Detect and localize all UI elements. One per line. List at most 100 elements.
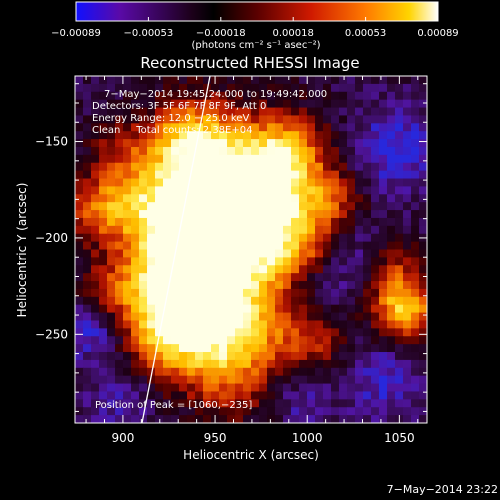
image-pixel	[411, 241, 420, 251]
image-pixel	[235, 407, 244, 416]
image-pixel	[203, 91, 212, 101]
image-pixel	[411, 344, 420, 353]
image-pixel	[227, 273, 236, 282]
image-pixel	[419, 359, 427, 369]
image-pixel	[163, 391, 172, 400]
info-energy-range: Energy Range: 12.0 − 25.0 keV	[92, 113, 249, 124]
image-pixel	[155, 123, 164, 132]
info-clean-counts: Clean Total counts: 2.38E+04	[92, 125, 252, 136]
image-pixel	[323, 320, 332, 329]
image-pixel	[195, 273, 204, 282]
image-pixel	[387, 83, 396, 93]
image-pixel	[419, 107, 427, 117]
image-pixel	[131, 359, 140, 369]
image-pixel	[251, 76, 260, 85]
image-pixel	[347, 415, 356, 423]
image-pixel	[299, 257, 308, 266]
image-pixel	[75, 352, 84, 361]
image-pixel	[211, 162, 220, 172]
image-pixel	[115, 233, 124, 243]
image-pixel	[291, 391, 300, 400]
image-pixel	[379, 162, 388, 172]
image-pixel	[403, 288, 412, 298]
image-pixel	[155, 178, 164, 188]
image-pixel	[171, 139, 180, 148]
image-pixel	[419, 273, 427, 282]
image-pixel	[179, 139, 188, 148]
image-pixel	[379, 170, 388, 180]
image-pixel	[339, 217, 348, 227]
image-pixel	[347, 257, 356, 266]
image-pixel	[139, 202, 148, 211]
image-pixel	[267, 178, 276, 188]
image-pixel	[275, 399, 284, 408]
image-pixel	[251, 296, 260, 306]
image-pixel	[171, 265, 180, 274]
image-pixel	[395, 273, 404, 282]
image-pixel	[147, 115, 156, 124]
image-pixel	[155, 154, 164, 164]
image-pixel	[355, 296, 364, 306]
image-pixel	[107, 107, 116, 117]
image-pixel	[91, 352, 100, 361]
image-pixel	[355, 273, 364, 282]
image-pixel	[259, 170, 268, 180]
image-pixel	[75, 139, 84, 148]
image-pixel	[115, 288, 124, 298]
colorbar: −0.00089 −0.00053 −0.00018 0.00018 0.00053 0.…	[51, 1, 459, 51]
image-pixel	[379, 265, 388, 274]
image-pixel	[275, 281, 284, 290]
image-pixel	[219, 123, 228, 132]
image-pixel	[387, 344, 396, 353]
image-pixel	[355, 83, 364, 93]
image-pixel	[371, 391, 380, 400]
image-pixel	[323, 352, 332, 361]
image-pixel	[107, 170, 116, 180]
image-pixel	[395, 225, 404, 235]
image-pixel	[147, 391, 156, 400]
image-pixel	[355, 367, 364, 377]
image-pixel	[227, 249, 236, 258]
image-pixel	[411, 273, 420, 282]
image-pixel	[91, 225, 100, 235]
image-pixel	[363, 241, 372, 251]
image-pixel	[403, 162, 412, 172]
image-pixel	[251, 265, 260, 274]
image-pixel	[227, 296, 236, 306]
image-pixel	[179, 217, 188, 227]
image-pixel	[75, 304, 84, 314]
image-pixel	[371, 99, 380, 109]
image-pixel	[115, 407, 124, 416]
hxr-image	[75, 76, 427, 423]
image-pixel	[259, 344, 268, 353]
image-pixel	[203, 391, 212, 400]
image-pixel	[275, 375, 284, 385]
image-pixel	[227, 281, 236, 290]
image-pixel	[387, 415, 396, 423]
image-pixel	[347, 162, 356, 172]
image-pixel	[403, 99, 412, 109]
image-pixel	[155, 399, 164, 408]
image-pixel	[267, 320, 276, 329]
image-pixel	[419, 241, 427, 251]
image-pixel	[259, 131, 268, 140]
image-pixel	[387, 178, 396, 188]
image-pixel	[387, 186, 396, 195]
image-pixel	[131, 115, 140, 124]
image-pixel	[339, 146, 348, 156]
image-pixel	[275, 107, 284, 117]
image-pixel	[131, 194, 140, 203]
image-pixel	[371, 233, 380, 243]
image-pixel	[315, 352, 324, 361]
image-pixel	[99, 107, 108, 117]
image-pixel	[155, 312, 164, 322]
image-pixel	[115, 146, 124, 156]
image-pixel	[227, 399, 236, 408]
image-pixel	[291, 76, 300, 85]
image-pixel	[83, 391, 92, 400]
image-pixel	[395, 186, 404, 195]
image-pixel	[315, 344, 324, 353]
image-pixel	[283, 162, 292, 172]
image-pixel	[171, 225, 180, 235]
image-pixel	[243, 154, 252, 164]
